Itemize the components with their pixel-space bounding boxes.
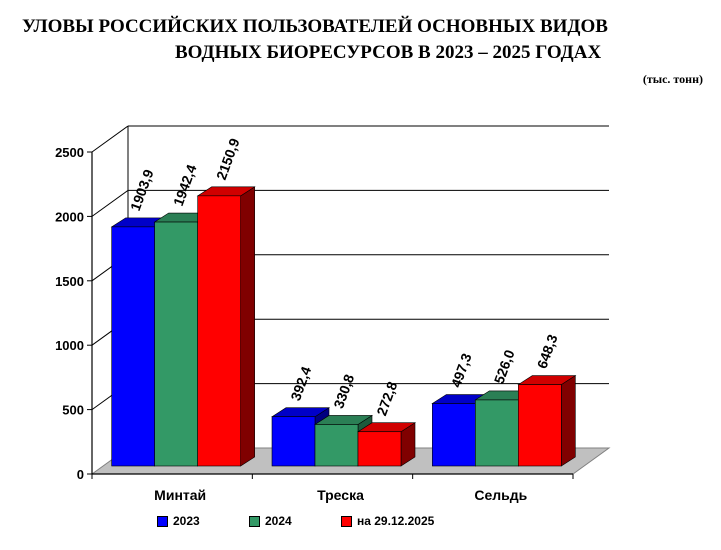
y-tick-label: 0 bbox=[77, 467, 84, 482]
legend-swatch-2025 bbox=[341, 515, 352, 527]
bar bbox=[475, 399, 519, 467]
bar bbox=[271, 416, 316, 467]
bar bbox=[111, 226, 155, 467]
bar bbox=[197, 195, 241, 467]
bar bbox=[154, 221, 198, 467]
y-tick-label: 2000 bbox=[55, 209, 84, 224]
y-tick-label: 500 bbox=[62, 403, 84, 418]
y-tick-label: 2500 bbox=[55, 145, 84, 160]
chart-title-line-1: УЛОВЫ РОССИЙСКИХ ПОЛЬЗОВАТЕЛЕЙ ОСНОВНЫХ … bbox=[22, 16, 608, 37]
bar-side bbox=[240, 186, 255, 467]
y-tick-label: 1000 bbox=[55, 338, 84, 353]
gridline-side bbox=[91, 125, 129, 153]
data-label: 330,8 bbox=[330, 372, 357, 411]
bar bbox=[432, 403, 476, 467]
legend-item-2024: 2024 bbox=[249, 514, 292, 528]
gridline-side bbox=[91, 189, 129, 217]
bar bbox=[518, 384, 562, 467]
x-tick-label: Сельдь bbox=[474, 487, 527, 503]
data-label: 2150,9 bbox=[213, 136, 243, 182]
bar bbox=[314, 424, 359, 467]
data-label: 272,8 bbox=[373, 379, 400, 418]
legend-label-2023: 2023 bbox=[173, 514, 200, 528]
legend-label-2024: 2024 bbox=[265, 514, 292, 528]
legend-swatch-2024 bbox=[249, 515, 260, 527]
bar bbox=[357, 431, 402, 467]
unit-label: (тыс. тонн) bbox=[642, 72, 703, 86]
x-tick-label: Минтай bbox=[154, 487, 206, 503]
data-label: 648,3 bbox=[534, 332, 561, 371]
data-label: 526,0 bbox=[491, 347, 518, 386]
y-tick-label: 1500 bbox=[55, 274, 84, 289]
legend-swatch-2023 bbox=[157, 515, 168, 527]
chart-title-line-2: ВОДНЫХ БИОРЕСУРСОВ В 2023 – 2025 ГОДАХ bbox=[175, 42, 602, 63]
data-label: 1942,4 bbox=[170, 162, 200, 208]
x-tick-label: Треска bbox=[317, 487, 364, 503]
legend-item-2023: 2023 bbox=[157, 514, 200, 528]
chart-legend: 2023 2024 на 29.12.2025 bbox=[0, 514, 721, 532]
bar-side bbox=[561, 375, 576, 467]
legend-label-2025: на 29.12.2025 bbox=[357, 514, 435, 528]
legend-item-2025: на 29.12.2025 bbox=[341, 514, 434, 528]
